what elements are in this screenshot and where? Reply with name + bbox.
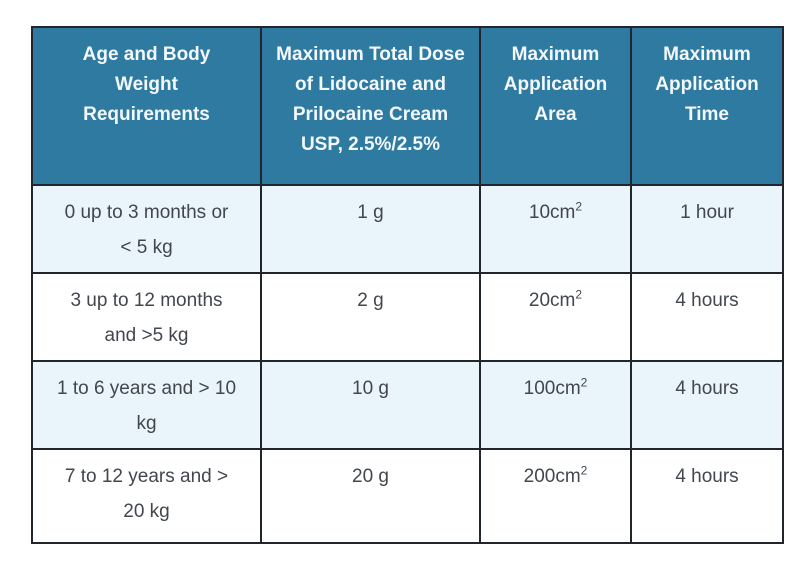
- area-superscript: 2: [580, 463, 588, 478]
- cell-dose: 1 g: [260, 184, 481, 274]
- area-superscript: 2: [575, 287, 583, 302]
- table-row: 3 up to 12 months and >5 kg 2 g 20cm2 4 …: [31, 272, 784, 362]
- cell-time: 4 hours: [630, 360, 784, 450]
- area-value: 200cm: [523, 466, 581, 487]
- header-max-area: Maximum Application Area: [479, 26, 632, 186]
- area-value: 10cm: [528, 202, 576, 223]
- cell-dose: 2 g: [260, 272, 481, 362]
- header-max-time: Maximum Application Time: [630, 26, 784, 186]
- table-row: 0 up to 3 months or < 5 kg 1 g 10cm2 1 h…: [31, 184, 784, 274]
- cell-time: 4 hours: [630, 272, 784, 362]
- area-superscript: 2: [575, 199, 583, 214]
- cell-area: 20cm2: [479, 272, 632, 362]
- cell-age: 1 to 6 years and > 10 kg: [31, 360, 262, 450]
- header-max-dose: Maximum Total Dose of Lidocaine and Pril…: [260, 26, 481, 186]
- table-row: 1 to 6 years and > 10 kg 10 g 100cm2 4 h…: [31, 360, 784, 450]
- cell-dose: 20 g: [260, 448, 481, 544]
- cell-age: 3 up to 12 months and >5 kg: [31, 272, 262, 362]
- area-superscript: 2: [580, 375, 588, 390]
- table-row: 7 to 12 years and > 20 kg 20 g 200cm2 4 …: [31, 448, 784, 544]
- area-value: 20cm: [528, 290, 576, 311]
- cell-age: 7 to 12 years and > 20 kg: [31, 448, 262, 544]
- cell-area: 200cm2: [479, 448, 632, 544]
- area-value: 100cm: [523, 378, 581, 399]
- header-row: Age and Body Weight Requirements Maximum…: [31, 26, 784, 186]
- cell-area: 10cm2: [479, 184, 632, 274]
- cell-age: 0 up to 3 months or < 5 kg: [31, 184, 262, 274]
- cell-dose: 10 g: [260, 360, 481, 450]
- cell-time: 1 hour: [630, 184, 784, 274]
- dosing-table: Age and Body Weight Requirements Maximum…: [31, 26, 784, 544]
- header-age-weight: Age and Body Weight Requirements: [31, 26, 262, 186]
- cell-time: 4 hours: [630, 448, 784, 544]
- cell-area: 100cm2: [479, 360, 632, 450]
